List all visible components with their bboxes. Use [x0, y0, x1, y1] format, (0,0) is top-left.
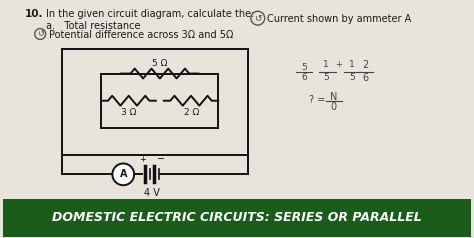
Bar: [2, 199, 472, 237]
Text: ? =: ? =: [309, 95, 326, 105]
Text: +: +: [336, 60, 342, 69]
Text: 10.: 10.: [24, 9, 43, 19]
Circle shape: [112, 164, 134, 185]
Text: 6: 6: [301, 73, 307, 82]
Text: 5: 5: [349, 73, 355, 82]
Text: a.   Total resistance: a. Total resistance: [46, 21, 141, 31]
Text: 5 Ω: 5 Ω: [152, 59, 167, 68]
Text: 0: 0: [331, 102, 337, 112]
Text: 3 Ω: 3 Ω: [120, 108, 136, 117]
Text: 4 V: 4 V: [144, 188, 160, 198]
Text: 2: 2: [363, 60, 369, 70]
Text: In the given circuit diagram, calculate the:: In the given circuit diagram, calculate …: [46, 9, 255, 19]
Text: +: +: [140, 155, 146, 164]
Text: 5: 5: [301, 63, 307, 72]
Text: DOMESTIC ELECTRIC CIRCUITS: SERIES OR PARALLEL: DOMESTIC ELECTRIC CIRCUITS: SERIES OR PA…: [52, 211, 422, 224]
Text: 1: 1: [323, 60, 329, 69]
Text: ↺: ↺: [36, 30, 44, 39]
Text: 1: 1: [349, 60, 355, 69]
Text: −: −: [157, 154, 165, 164]
Text: ↺: ↺: [254, 14, 262, 23]
Text: 5: 5: [323, 73, 329, 82]
Text: 6: 6: [363, 73, 369, 83]
Text: A: A: [119, 169, 127, 179]
Text: N: N: [330, 92, 337, 102]
Text: 2 Ω: 2 Ω: [184, 108, 199, 117]
Text: Current shown by ammeter A: Current shown by ammeter A: [267, 14, 411, 24]
Text: Potential difference across 3Ω and 5Ω: Potential difference across 3Ω and 5Ω: [49, 30, 234, 40]
